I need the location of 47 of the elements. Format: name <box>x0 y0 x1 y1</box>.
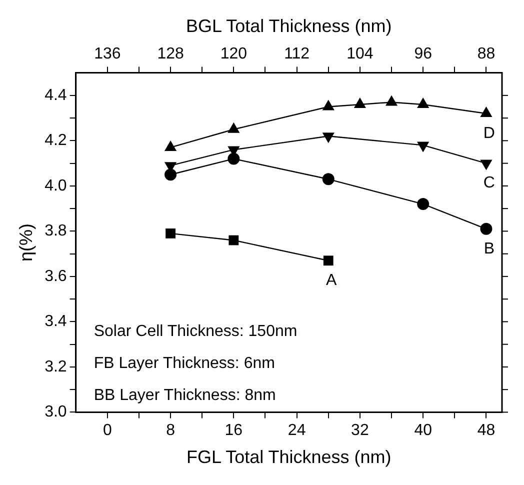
x2-tick-label: 88 <box>477 46 496 63</box>
y-tick-label: 3.4 <box>44 313 67 330</box>
x2-tick-label: 112 <box>284 46 310 63</box>
point <box>322 173 334 186</box>
annotation: Solar Cell Thickness: 150nm <box>94 323 298 340</box>
point <box>417 97 430 108</box>
point <box>166 228 176 238</box>
point <box>385 95 398 106</box>
x-tick-label: 24 <box>288 422 306 440</box>
point <box>228 235 239 246</box>
x2-tick-label: 128 <box>157 46 184 63</box>
y-axis-title: η(%) <box>16 223 36 262</box>
point <box>354 97 366 108</box>
x-tick-label: 32 <box>351 422 369 440</box>
point <box>164 168 177 181</box>
point <box>164 140 177 151</box>
annotation: FB Layer Thickness: 6nm <box>94 355 275 372</box>
x-tick-label: 0 <box>102 422 112 440</box>
legend-label: B <box>484 240 495 258</box>
point <box>322 100 334 110</box>
point <box>480 222 492 235</box>
y-tick-label: 3.8 <box>44 222 67 240</box>
y-tick-label: 3.2 <box>44 358 67 376</box>
legend-label: C <box>483 174 495 192</box>
legend-label: D <box>483 124 495 142</box>
text: 3.0 <box>44 404 67 421</box>
x-tick-label: 48 <box>477 422 496 440</box>
point <box>417 198 430 210</box>
x-tick-label: 40 <box>414 422 432 440</box>
y-tick-label: 4.4 <box>44 86 67 104</box>
y-tick-label: 4.2 <box>44 132 67 150</box>
point <box>228 152 240 165</box>
x2-axis-title: BGL Total Thickness (nm) <box>186 16 392 36</box>
annotation: BB Layer Thickness: 8nm <box>94 387 276 404</box>
x-axis-title: FGL Total Thickness (nm) <box>186 447 392 468</box>
x-tick-label: 16 <box>224 422 243 440</box>
x-tick-label: 8 <box>166 422 176 440</box>
point <box>480 106 492 118</box>
point <box>228 122 240 133</box>
y-tick-label: 4.0 <box>44 177 67 194</box>
series-label: A <box>326 272 338 290</box>
y-tick-label: 3.6 <box>44 268 67 285</box>
point <box>323 256 334 266</box>
x2-tick-label: 136 <box>94 46 121 63</box>
x2-tick-label: 96 <box>414 46 432 63</box>
x2-tick-label: 120 <box>220 46 248 63</box>
x2-tick-label: 104 <box>346 46 374 63</box>
